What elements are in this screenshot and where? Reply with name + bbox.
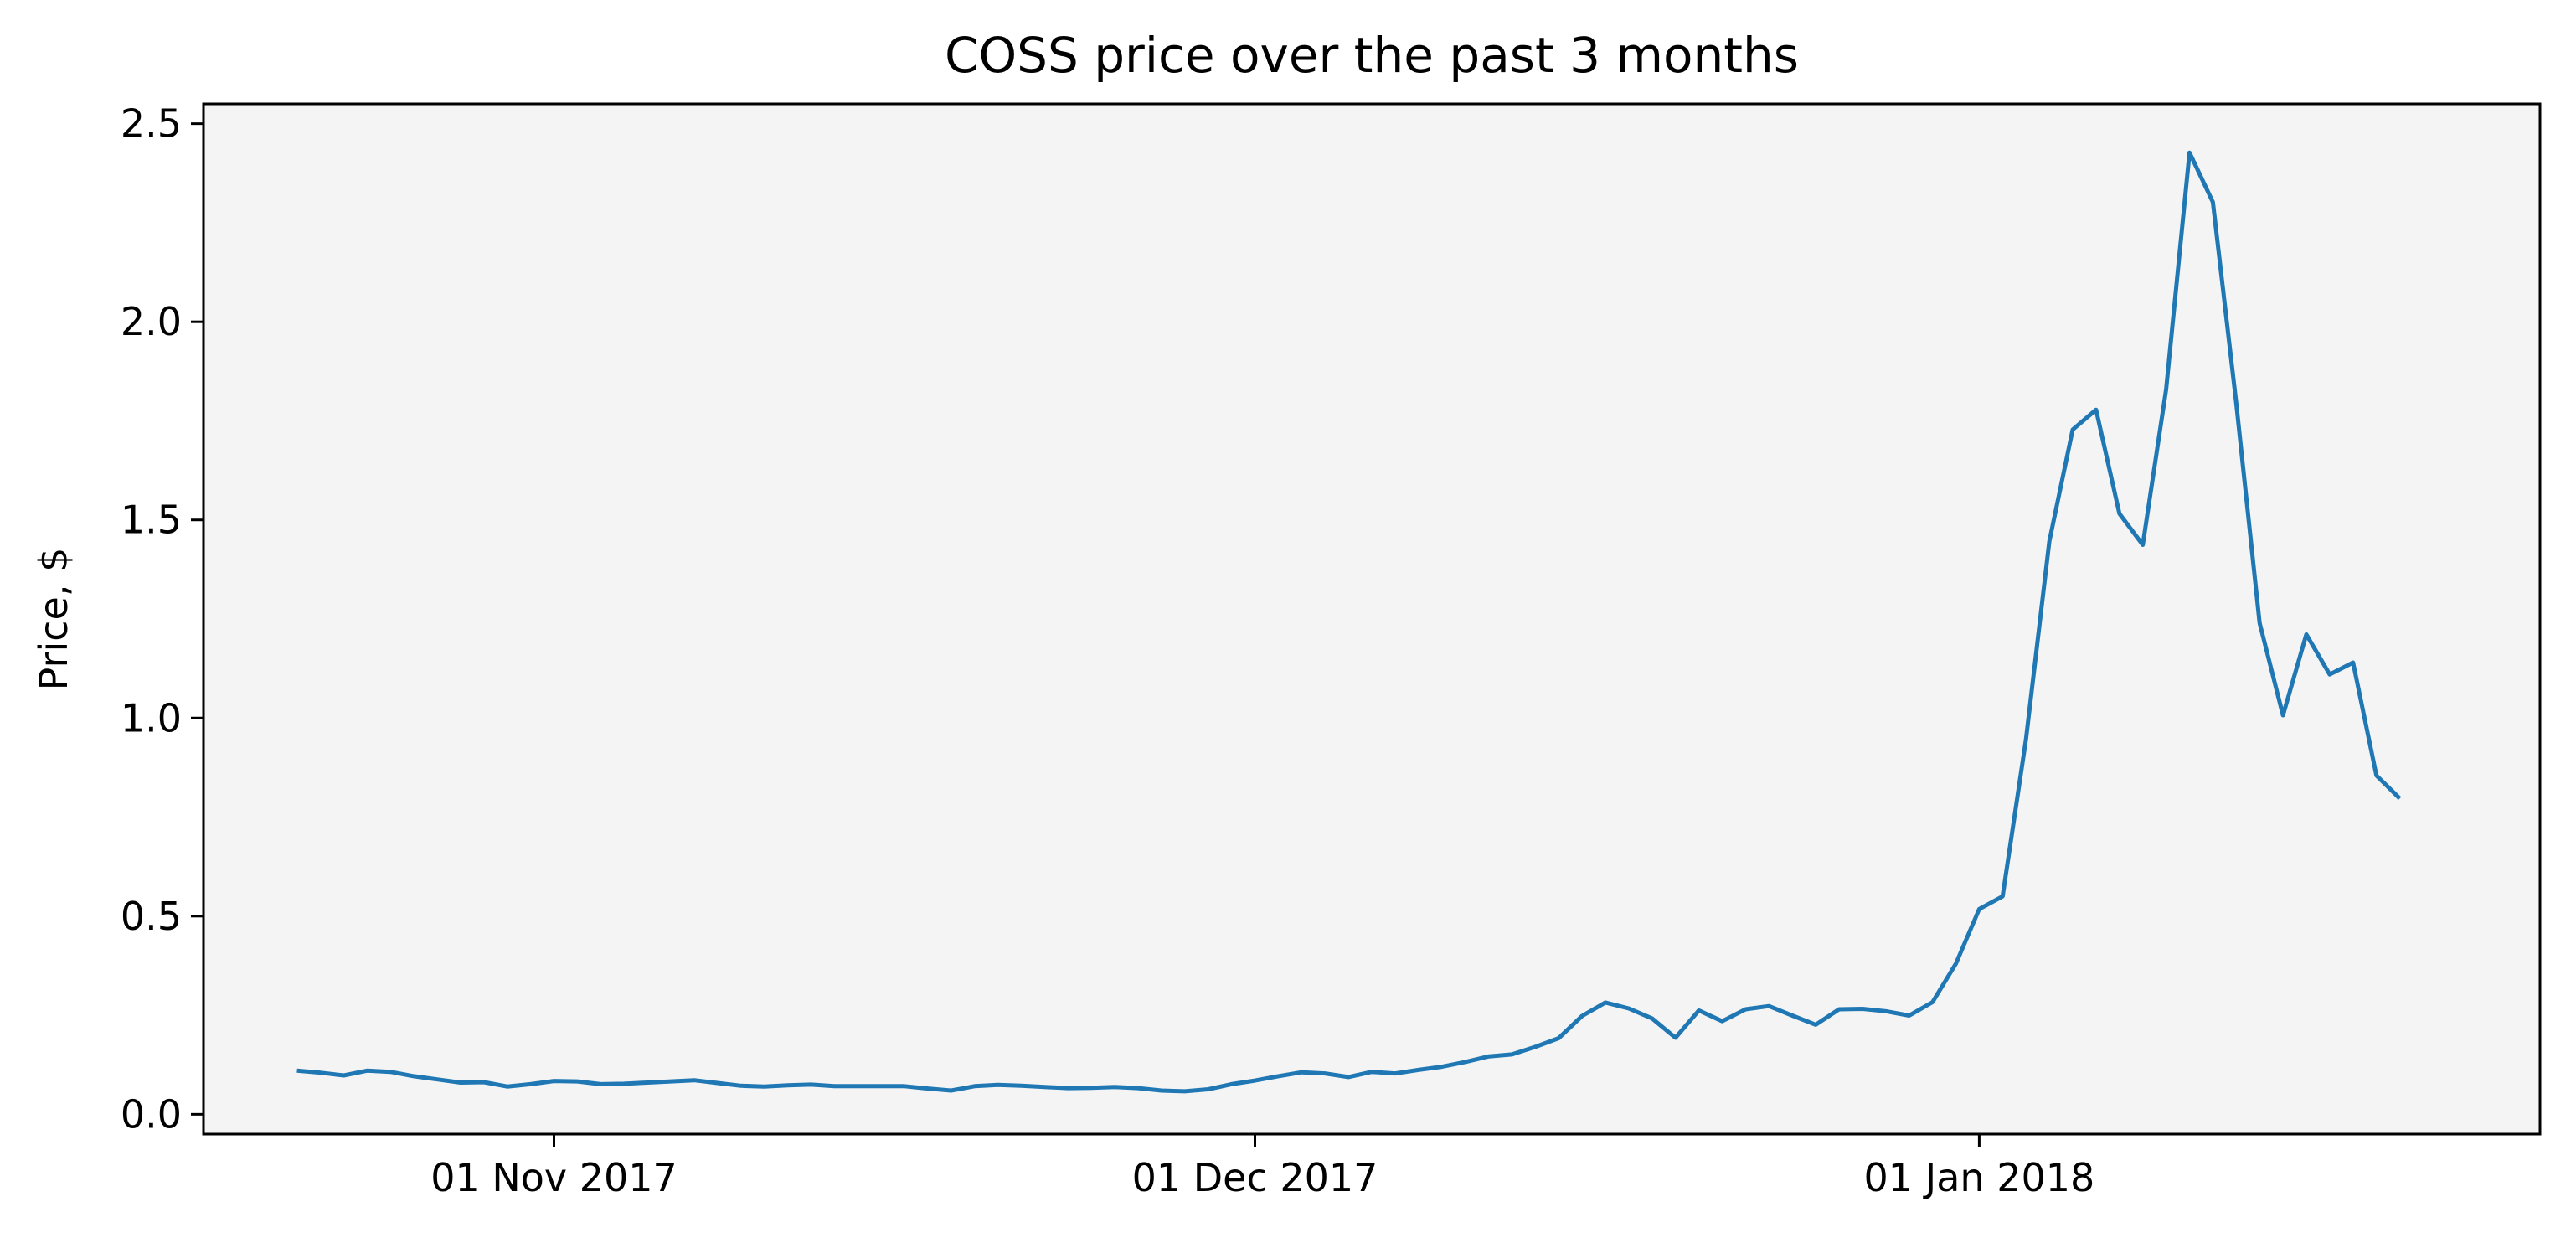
y-axis-label: Price, $ [31,548,76,691]
chart-title: COSS price over the past 3 months [945,27,1799,84]
y-tick-label: 0.5 [121,894,182,939]
x-tick-label: 01 Dec 2017 [1132,1155,1378,1200]
y-tick-label: 0.0 [121,1091,182,1137]
x-tick-label: 01 Nov 2017 [430,1155,677,1200]
x-tick-label: 01 Jan 2018 [1864,1155,2095,1200]
y-tick-label: 2.5 [121,101,182,147]
y-tick-label: 1.5 [121,498,182,543]
x-axis-ticks: 01 Nov 2017 01 Dec 2017 01 Jan 2018 [430,1134,2094,1200]
price-series-line [296,150,2402,1094]
plot-background [204,104,2540,1134]
y-tick-label: 1.0 [121,695,182,740]
y-axis-ticks: 0.0 0.5 1.0 1.5 2.0 2.5 [121,101,204,1137]
plot-frame [202,102,2542,1136]
y-tick-label: 2.0 [121,299,182,344]
